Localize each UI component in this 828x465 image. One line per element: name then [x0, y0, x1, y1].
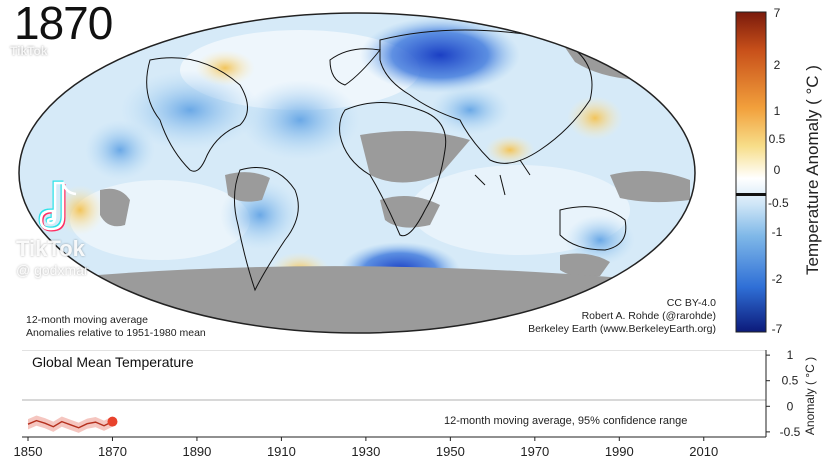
anomaly-field — [19, 13, 695, 333]
colorbar-gradient — [735, 11, 767, 333]
colorbar-tick-label: 0 — [773, 163, 781, 177]
y-tick-label: -0.5 — [780, 425, 801, 439]
y-tick-label: 1 — [787, 348, 794, 362]
colorbar-tick-label: -1 — [771, 225, 783, 239]
x-tick-label: 1850 — [14, 444, 43, 459]
colorbar-tick-label: 0.5 — [768, 132, 786, 146]
x-tick-label: 1950 — [436, 444, 465, 459]
colorbar-title: Temperature Anomaly ( °C ) — [803, 65, 822, 275]
tiktok-handle: @ godxmar — [16, 262, 89, 278]
y-tick-label: 0 — [787, 399, 794, 413]
colorbar-marker — [736, 193, 766, 196]
temperature-line — [27, 419, 113, 429]
x-tick-label: 1870 — [98, 444, 127, 459]
colorbar-tick-label: 7 — [773, 6, 781, 20]
x-tick-label: 1930 — [351, 444, 380, 459]
y-tick-label: 0.5 — [782, 374, 799, 388]
x-tick-label: 1990 — [605, 444, 634, 459]
colorbar-tick-label: -7 — [771, 322, 783, 336]
colorbar-tick-label: 2 — [773, 58, 781, 72]
x-tick-label: 1910 — [267, 444, 296, 459]
timeseries-title: Global Mean Temperature — [32, 354, 194, 370]
world-map — [18, 11, 767, 334]
colorbar-tick-label: 1 — [773, 104, 781, 118]
globe-outline — [18, 12, 696, 334]
colorbar — [735, 11, 767, 333]
credit-author: Robert A. Rohde (@rarohde) — [581, 310, 716, 322]
credits: CC BY-4.0 Robert A. Rohde (@rarohde) Ber… — [528, 297, 716, 336]
timeseries-chart: 1850 1870 1890 1910 1930 1950 1970 1990 2010 1 0.… — [14, 348, 801, 459]
map-note-line-2: Anomalies relative to 1951-1980 mean — [26, 327, 206, 339]
tiktok-watermark-small: TikTok — [10, 44, 48, 58]
map-note-line-1: 12-month moving average — [26, 314, 148, 326]
x-tick-label: 1890 — [182, 444, 211, 459]
x-tick-label: 2010 — [689, 444, 718, 459]
map-note: 12-month moving average Anomalies relati… — [26, 314, 206, 340]
current-year-marker — [107, 416, 118, 427]
timeseries-panel — [22, 350, 766, 439]
colorbar-tick-label: -2 — [771, 272, 783, 286]
tiktok-watermark: TikTok — [16, 236, 85, 261]
credit-license: CC BY-4.0 — [666, 297, 716, 309]
timeseries-ci-note: 12-month moving average, 95% confidence … — [444, 415, 688, 427]
tiktok-logo-icon — [38, 180, 77, 232]
colorbar-tick-label: -0.5 — [768, 196, 789, 210]
year-label: 1870 — [14, 0, 113, 49]
x-tick-label: 1970 — [520, 444, 549, 459]
credit-org: Berkeley Earth (www.BerkeleyEarth.org) — [528, 323, 716, 335]
